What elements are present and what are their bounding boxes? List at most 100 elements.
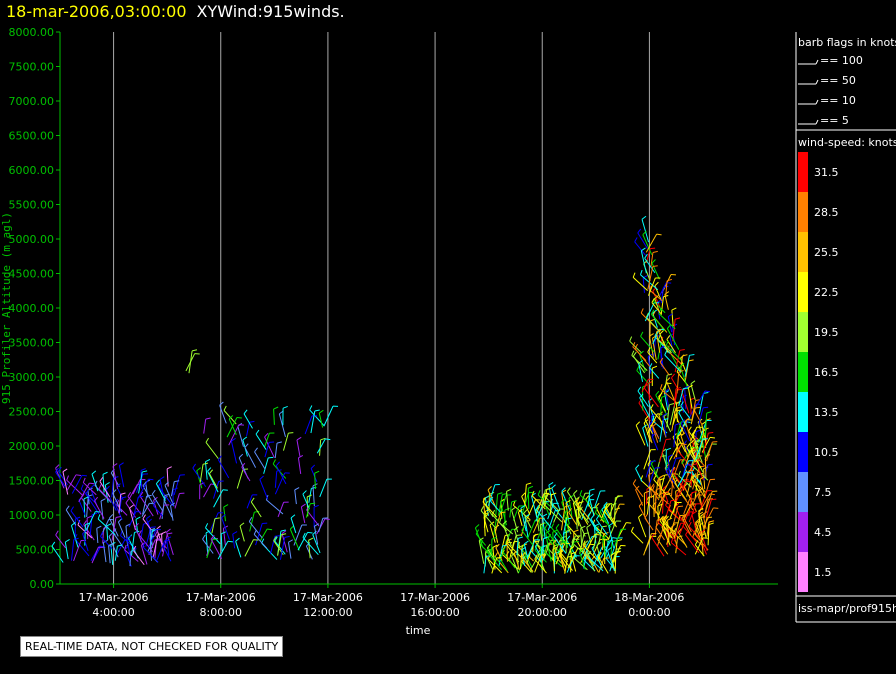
wind-barb-flag [502, 520, 508, 525]
wind-barb-flag [688, 426, 692, 432]
wind-barb-flag [685, 471, 691, 474]
wind-barb [686, 476, 693, 497]
wind-barb-flag [685, 530, 689, 536]
wind-barb [281, 533, 288, 553]
wind-barb [575, 501, 590, 520]
wind-barb-flag [632, 272, 636, 278]
wind-barb [632, 483, 644, 498]
wind-barb-flag [561, 487, 566, 492]
wind-barb-flag [650, 404, 654, 410]
wind-barb-flag [596, 531, 602, 534]
wind-barb-flag [632, 351, 637, 357]
wind-barb-flag [81, 474, 87, 477]
wind-barb [531, 495, 538, 518]
wind-barb [650, 463, 660, 480]
x-tick-label-date: 17-Mar-2006 [79, 591, 149, 604]
wind-barb [111, 477, 115, 498]
wind-barb [319, 478, 328, 498]
wind-barb [580, 528, 583, 548]
wind-barb-flag [205, 459, 211, 463]
wind-barb [705, 499, 712, 519]
wind-barb-flag [273, 406, 279, 410]
wind-barb [58, 471, 69, 486]
wind-barb-flag [521, 492, 526, 497]
wind-barb [174, 493, 180, 509]
wind-barb [82, 533, 89, 552]
speed-color-swatch [798, 432, 808, 472]
y-tick-label: 6500.00 [9, 130, 55, 143]
wind-barb-flag [90, 484, 95, 489]
y-tick-label: 4000.00 [9, 302, 55, 315]
wind-barb [675, 421, 682, 439]
wind-barb [614, 529, 622, 547]
wind-barb [601, 509, 610, 524]
wind-barb [561, 490, 571, 511]
wind-barb [304, 415, 313, 435]
wind-barb [705, 491, 713, 512]
wind-barb-flag [709, 436, 716, 439]
wind-barb [526, 539, 536, 559]
speed-color-swatch [798, 512, 808, 552]
wind-barb [70, 510, 84, 528]
speed-bin-label: 22.5 [814, 286, 839, 299]
wind-barb [651, 262, 660, 280]
speed-bin-label: 10.5 [814, 446, 839, 459]
wind-barb-flag [113, 476, 119, 479]
wind-barb [673, 443, 683, 460]
wind-barb-flag [217, 455, 222, 461]
x-tick-label-time: 12:00:00 [303, 606, 352, 619]
wind-barb-flag [585, 495, 590, 500]
wind-barb-flag [487, 486, 492, 491]
wind-barb-flag [528, 485, 534, 489]
wind-barb-flag [239, 522, 245, 527]
x-tick-label-date: 17-Mar-2006 [186, 591, 256, 604]
wind-barb-flag [691, 467, 696, 473]
wind-barb [153, 500, 159, 515]
wind-barb-flag [566, 535, 571, 541]
wind-barb-flag [690, 380, 696, 385]
wind-barb [637, 232, 648, 249]
wind-barb [97, 518, 116, 536]
wind-barb-flag [320, 437, 326, 441]
wind-barb-flag [566, 528, 572, 532]
wind-barb-flag [688, 359, 694, 362]
wind-barb [659, 419, 664, 442]
wind-barb [650, 313, 666, 332]
wind-barb-flag [306, 494, 312, 498]
title-datetime: 18-mar-2006,03:00:00 [6, 2, 187, 21]
wind-barb [521, 530, 534, 546]
wind-barb [645, 488, 648, 505]
wind-barb-flag [658, 392, 663, 397]
wind-barb-flag [667, 313, 673, 318]
wind-barb [693, 408, 703, 426]
wind-barb-flag [655, 390, 660, 396]
wind-barb-flag [597, 552, 602, 557]
wind-barb-flag [275, 461, 280, 467]
wind-barb-flag [573, 540, 579, 543]
x-tick-label-time: 4:00:00 [92, 606, 134, 619]
legend-barb-flag [815, 59, 819, 65]
wind-barb [598, 558, 605, 573]
wind-barb [706, 521, 710, 537]
wind-barb [575, 509, 578, 530]
wind-barb-flag [138, 495, 144, 498]
wind-barb [521, 496, 531, 515]
wind-barb [567, 548, 579, 569]
wind-barb-flag [241, 462, 246, 468]
wind-barb-flag [523, 540, 529, 545]
wind-barb [568, 512, 577, 525]
wind-barb [703, 499, 709, 519]
wind-barb [166, 531, 174, 555]
wind-barb-flag [706, 516, 713, 519]
wind-barb-flag [708, 431, 714, 434]
wind-barb [666, 349, 684, 367]
wind-barb-flag [708, 520, 714, 523]
wind-barb [255, 523, 263, 546]
wind-barb [308, 540, 311, 559]
wind-barb-flag [490, 496, 494, 502]
wind-barb [565, 502, 570, 522]
speed-color-swatch [798, 312, 808, 352]
wind-barb-flag [566, 487, 571, 492]
wind-barb-flag [83, 496, 89, 500]
wind-barb [665, 344, 683, 362]
